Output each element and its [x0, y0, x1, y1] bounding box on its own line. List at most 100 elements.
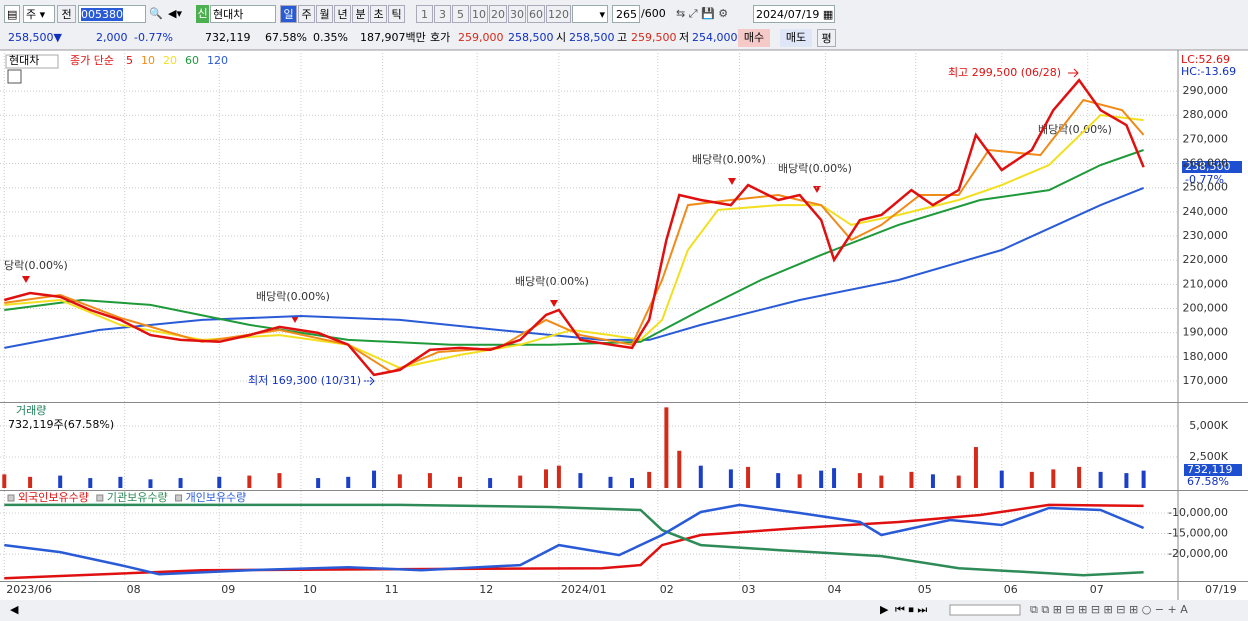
interval-button[interactable]: 일 [280, 5, 297, 23]
legend-entry: 60 [185, 54, 199, 67]
volume-bar [832, 468, 837, 488]
y-tick-label: 170,000 [1183, 374, 1229, 387]
interval-button[interactable]: 월 [316, 5, 333, 23]
count-button[interactable]: 3 [434, 5, 451, 23]
period-select[interactable]: 주 ▾ [23, 5, 55, 23]
menu-icon[interactable]: ▤ [4, 5, 20, 23]
count-button[interactable]: 5 [452, 5, 469, 23]
interval-button[interactable]: 분 [352, 5, 369, 23]
high-arrow [1068, 68, 1079, 78]
view-count[interactable]: 265 [612, 5, 640, 23]
high-label: 고 [617, 31, 628, 44]
sound-icon[interactable]: ◀▾ [168, 7, 182, 20]
ma-line [4, 98, 1145, 373]
new-badge: 신 [196, 5, 209, 23]
stock-tag [5, 54, 59, 69]
interval-button[interactable]: 초 [370, 5, 387, 23]
date-input[interactable]: 2024/07/19 ▦ [753, 5, 835, 23]
volume-bar [857, 473, 862, 488]
scroll-right[interactable]: ▶ [880, 603, 889, 616]
y-tick-label: 190,000 [1183, 326, 1229, 339]
count-button[interactable]: 1 [416, 5, 433, 23]
count-button[interactable]: 120 [546, 5, 571, 23]
count-button[interactable]: 30 [508, 5, 526, 23]
tool-icons[interactable]: ⇆ ⤢ 💾 ⚙ [676, 7, 729, 20]
y-tick-label: 5,000K [1189, 419, 1228, 432]
low: 254,000 [692, 31, 738, 44]
period-text: 주 [26, 8, 37, 21]
count-button[interactable]: 20 [489, 5, 507, 23]
volume-bar [247, 475, 252, 488]
volume-bar [88, 478, 93, 488]
legend-entry: 외국인보유수량 [18, 491, 89, 504]
count-dropdown[interactable]: ▾ [572, 5, 608, 23]
search-icon[interactable]: 🔍 [149, 7, 163, 20]
annotation: 배당락(0.00%) [692, 153, 766, 166]
last-volume-box [1184, 464, 1242, 476]
volume-title: 거래량 [16, 404, 46, 417]
dividend-arrow [550, 300, 558, 307]
buy-button[interactable]: 매수 [738, 29, 770, 47]
interval-button[interactable]: 주 [298, 5, 315, 23]
quote-price: 258,500▼ [8, 31, 62, 44]
name-input[interactable]: 현대차 [210, 5, 276, 23]
y-tick-label: 2,500K [1189, 450, 1228, 463]
low-annotation: 최저 169,300 (10/31) [248, 374, 361, 387]
volume-bar [397, 474, 402, 488]
volume-bar [677, 450, 682, 488]
y-tick-label: 250,000 [1183, 181, 1229, 194]
legend-entry: 10 [141, 54, 155, 67]
interval-button[interactable]: 틱 [388, 5, 405, 23]
interval-button[interactable]: 년 [334, 5, 351, 23]
tool-icons[interactable]: ⧉ ⧉ ⊞ ⊟ ⊞ ⊟ ⊞ ⊟ ⊞ ○ − + A [1030, 603, 1188, 616]
hc-label: HC:-13.69 [1181, 65, 1236, 78]
volume-bar [178, 478, 183, 488]
x-tick-label: 10 [303, 583, 317, 596]
open-label: 시 [556, 31, 567, 44]
count-button[interactable]: 10 [470, 5, 488, 23]
high: 259,500 [631, 31, 677, 44]
volume-bar [544, 469, 549, 488]
volume-bar [1051, 469, 1056, 488]
volume-bar [58, 475, 63, 488]
avg-button[interactable]: 평 [817, 29, 836, 47]
volume-bar [578, 473, 583, 488]
sell-button[interactable]: 매도 [780, 29, 812, 47]
scroll-left[interactable]: ◀ [10, 603, 19, 616]
y-tick-label: 260,000 [1183, 157, 1229, 170]
quote-change: 2,000 [96, 31, 128, 44]
calc-icon[interactable] [7, 69, 22, 84]
volume-bar [458, 476, 463, 488]
zoom-slider[interactable] [949, 604, 1021, 616]
volume-bar [728, 469, 733, 488]
volume-bar [698, 465, 703, 488]
volume-bar [1124, 473, 1129, 488]
code-input[interactable]: 005380 [78, 5, 146, 23]
bid-label: 호가 [430, 31, 451, 44]
nav-buttons[interactable]: ⏮ ⏹ ⏭ [895, 603, 927, 616]
count-button[interactable]: 60 [527, 5, 545, 23]
annotation: 당락(0.00%) [4, 259, 68, 272]
volume-bar [819, 470, 824, 488]
volume-bar [973, 447, 978, 488]
volume-bar [647, 471, 652, 488]
x-tick-label: 12 [479, 583, 493, 596]
volume-bar [608, 476, 613, 488]
dividend-arrow [291, 316, 299, 323]
bid: 258,500 [508, 31, 554, 44]
x-tick-label: 05 [918, 583, 932, 596]
volume-bar [488, 478, 493, 488]
view-max: /600 [641, 7, 666, 20]
legend-swatch [7, 494, 15, 502]
last-change: -0.77% [1185, 173, 1224, 186]
ask: 259,000 [458, 31, 504, 44]
volume-bar [930, 474, 935, 488]
prev-button[interactable]: 전 [57, 5, 76, 23]
x-tick-label: 11 [385, 583, 399, 596]
dividend-arrow [728, 178, 736, 185]
y-tick-label: -10,000,00 [1168, 506, 1228, 519]
volume-bar [629, 478, 634, 488]
volume-bar [28, 476, 33, 488]
ma-line [3, 78, 1145, 377]
